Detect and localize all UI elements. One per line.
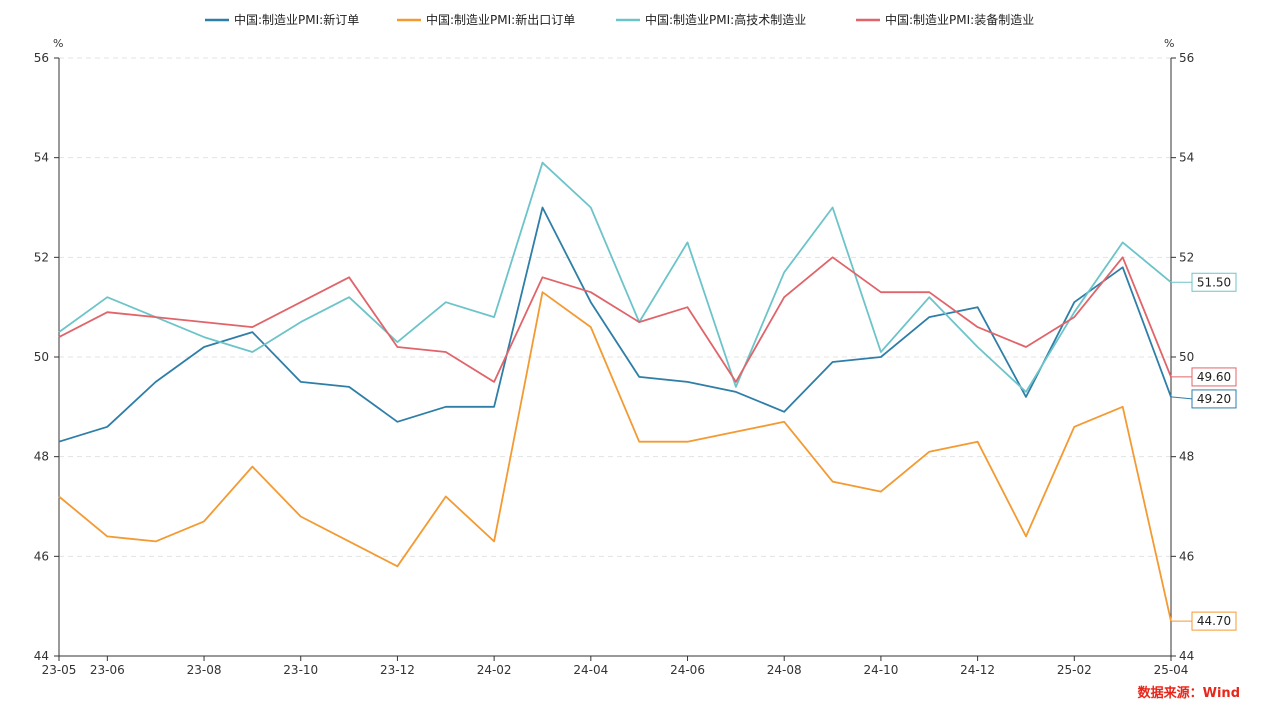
y-tick-label-right: 56: [1179, 51, 1194, 65]
y-tick-label-left: 46: [34, 549, 49, 563]
end-label-box: [1191, 367, 1237, 387]
x-tick-label: 25-02: [1057, 663, 1092, 677]
legend-label: 中国:制造业PMI:装备制造业: [885, 12, 1034, 27]
y-tick-label-right: 44: [1179, 649, 1194, 663]
x-tick-label: 23-12: [380, 663, 415, 677]
legend-label: 中国:制造业PMI:高技术制造业: [645, 12, 806, 27]
end-label-value: 44.70: [1197, 614, 1231, 628]
x-tick-label: 24-12: [960, 663, 995, 677]
y-tick-label-left: 54: [34, 151, 49, 165]
series-line-4: [58, 256, 1172, 383]
series-line-2: [58, 291, 1172, 622]
x-tick-label: 24-06: [670, 663, 705, 677]
y-unit-left: %: [53, 37, 63, 50]
series-line-3: [58, 161, 1172, 393]
x-tick-label: 24-08: [767, 663, 802, 677]
y-tick-label-right: 54: [1179, 151, 1194, 165]
y-tick-label-left: 50: [34, 350, 49, 364]
axes: 44 44 46 46 48 48 50 50 52 52 54 54 56 56 23-05 23-06 23…: [34, 51, 1195, 677]
y-unit-right: %: [1164, 37, 1174, 50]
legend-label: 中国:制造业PMI:新订单: [234, 12, 359, 27]
legend: 中国:制造业PMI:新订单 中国:制造业PMI:新出口订单 中国:制造业PMI:高技…: [205, 12, 1034, 27]
y-tick-label-right: 48: [1179, 450, 1194, 464]
end-label-value: 49.20: [1197, 392, 1231, 406]
x-tick-label: 25-04: [1154, 663, 1189, 677]
data-source-note: 数据来源：Wind: [1138, 685, 1240, 701]
y-tick-label-left: 48: [34, 450, 49, 464]
x-tick-label: 24-04: [573, 663, 608, 677]
x-tick-label: 24-10: [863, 663, 898, 677]
end-label-value: 51.50: [1197, 275, 1231, 289]
x-tick-label: 23-10: [283, 663, 318, 677]
series-lines: [58, 161, 1172, 622]
legend-label: 中国:制造业PMI:新出口订单: [426, 12, 575, 27]
y-tick-label-left: 56: [34, 51, 49, 65]
end-label-box: [1191, 611, 1237, 631]
end-label-box: [1191, 389, 1237, 409]
x-tick-label: 23-08: [187, 663, 222, 677]
end-label-box: [1191, 272, 1237, 292]
y-tick-label-right: 52: [1179, 250, 1194, 264]
y-tick-label-right: 46: [1179, 549, 1194, 563]
series-line-1: [58, 206, 1172, 443]
y-tick-label-left: 52: [34, 250, 49, 264]
x-tick-label: 24-02: [477, 663, 512, 677]
end-label-value: 49.60: [1197, 370, 1231, 384]
leader-line: [1170, 396, 1193, 400]
x-tick-label: 23-05: [42, 663, 77, 677]
x-tick-label: 23-06: [90, 663, 125, 677]
y-tick-label-right: 50: [1179, 350, 1194, 364]
y-tick-label-left: 44: [34, 649, 49, 663]
end-value-labels: 51.50 49.60 49.20 44.70: [1170, 272, 1237, 631]
